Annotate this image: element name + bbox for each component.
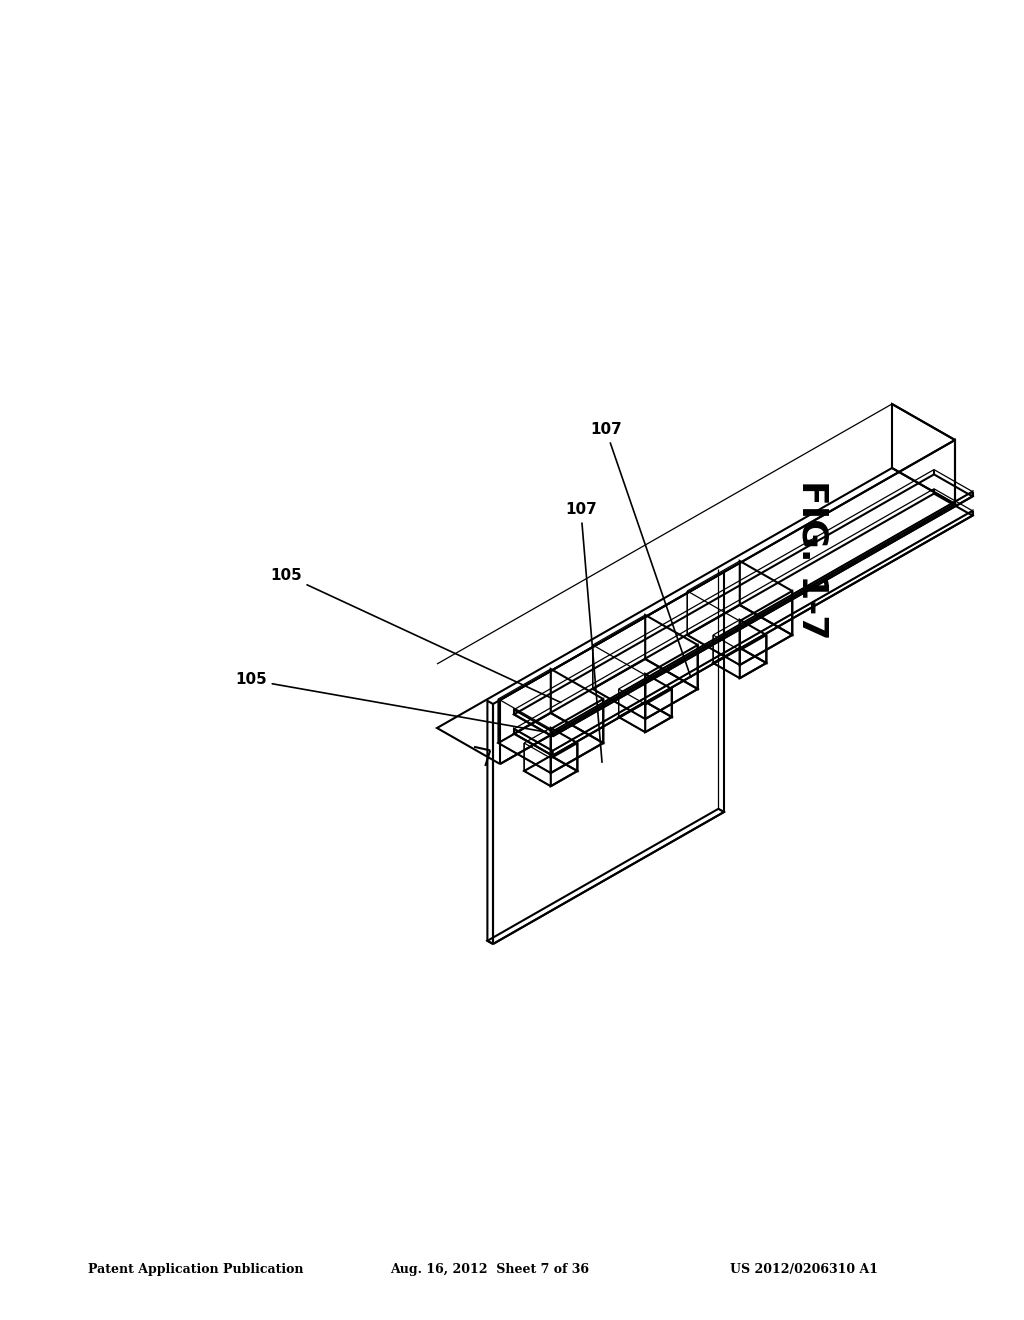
Text: 105: 105	[270, 568, 561, 702]
Text: FIG. 1-7: FIG. 1-7	[795, 480, 829, 640]
Text: 107: 107	[565, 503, 602, 762]
Text: Aug. 16, 2012  Sheet 7 of 36: Aug. 16, 2012 Sheet 7 of 36	[390, 1263, 589, 1276]
Text: 107: 107	[590, 422, 691, 677]
Text: Patent Application Publication: Patent Application Publication	[88, 1263, 303, 1276]
Text: US 2012/0206310 A1: US 2012/0206310 A1	[730, 1263, 878, 1276]
Text: 105: 105	[234, 672, 547, 733]
